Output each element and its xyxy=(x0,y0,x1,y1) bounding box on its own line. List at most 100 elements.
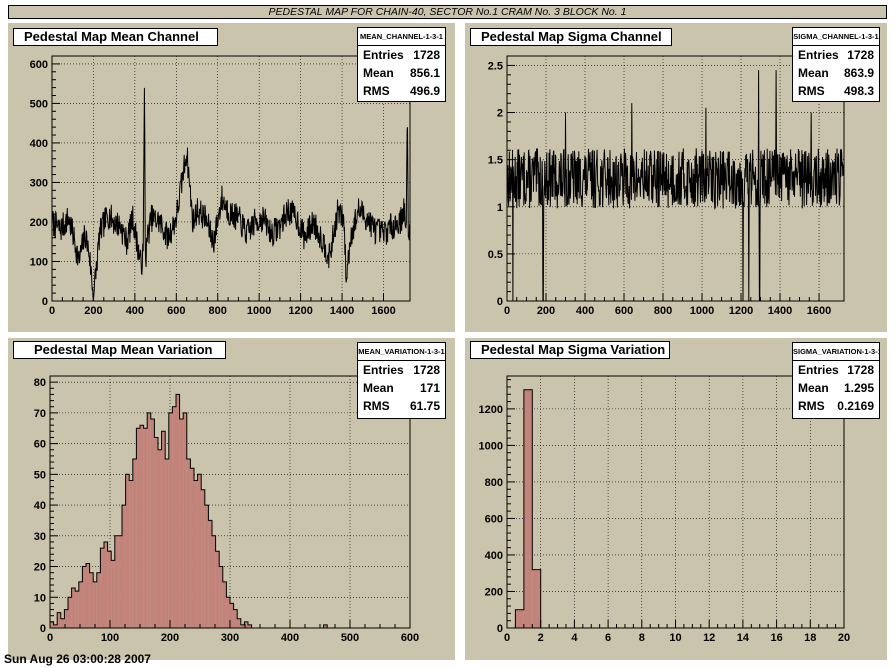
histogram-bar xyxy=(129,480,133,628)
x-tick-label: 600 xyxy=(167,305,185,317)
plot-mean-channel: 0 200 400 600 800 1000 1200 1400 1600 0 100 200 300 4… xyxy=(30,55,411,317)
histogram-bar xyxy=(215,551,220,628)
stats-mean-value: 171 xyxy=(419,381,440,395)
histogram-bar xyxy=(179,419,184,628)
stats-name: SIGMA_VARIATION-1-3-1 xyxy=(793,343,879,361)
x-tick-label: 800 xyxy=(654,305,672,317)
histogram-bar xyxy=(57,612,61,628)
x-tick-label: 1600 xyxy=(807,305,831,317)
x-tick-label: 1400 xyxy=(330,305,354,317)
y-tick-label: 1200 xyxy=(479,404,503,416)
x-tick-label: 6 xyxy=(605,632,611,644)
x-tick-label: 200 xyxy=(161,632,179,644)
y-tick-label: 60 xyxy=(34,439,46,451)
x-tick-label: 400 xyxy=(126,305,144,317)
histogram-bar xyxy=(165,458,169,628)
y-tick-label: 100 xyxy=(30,256,48,268)
x-tick-label: 8 xyxy=(639,632,645,644)
x-tick-label: 400 xyxy=(576,305,594,317)
histogram-bar xyxy=(143,428,148,628)
y-tick-label: 0.5 xyxy=(488,249,503,261)
y-tick-label: 30 xyxy=(34,531,46,543)
histogram-bar xyxy=(208,520,212,628)
pad-mean-variation: 0 100 200 300 400 500 600 0 10 20 30 40 50 60 70 80 Ped… xyxy=(8,338,455,660)
y-tick-label: 0 xyxy=(497,296,503,308)
histogram-bar xyxy=(323,624,328,628)
y-tick-label: 0 xyxy=(42,296,48,308)
histogram-bar xyxy=(86,563,90,628)
histogram-bar xyxy=(197,474,202,628)
histogram-bar xyxy=(154,437,158,628)
plot-frame xyxy=(51,55,411,302)
stats-mean-value: 856.1 xyxy=(409,66,440,80)
y-tick-label: 50 xyxy=(34,469,46,481)
histogram-bar xyxy=(201,489,205,628)
stats-box: MEAN_CHANNEL-1-3-1 Entries 1728 Mean 856.1… xyxy=(357,27,446,102)
histogram-bar xyxy=(532,569,541,628)
histogram-bar xyxy=(71,588,76,628)
x-tick-label: 16 xyxy=(770,632,782,644)
stats-mean-value: 863.9 xyxy=(843,66,874,80)
x-tick-label: 0 xyxy=(504,305,510,317)
stats-box: MEAN_VARIATION-1-3-1 Entries 1728 Mean 171… xyxy=(357,342,446,419)
x-tick-label: 20 xyxy=(838,632,850,644)
x-tick-label: 200 xyxy=(537,305,555,317)
x-tick-label: 600 xyxy=(615,305,633,317)
canvas-title: PEDESTAL MAP FOR CHAIN-40, SECTOR No.1 C… xyxy=(8,5,887,19)
y-tick-label: 200 xyxy=(30,217,48,229)
histogram-bar xyxy=(158,449,162,628)
histogram-bar xyxy=(226,597,230,628)
x-tick-label: 2 xyxy=(538,632,544,644)
stats-name: SIGMA_CHANNEL-1-3-1 xyxy=(793,28,879,46)
histogram-bar xyxy=(118,535,122,628)
histogram-bar xyxy=(212,535,216,628)
histogram-bar xyxy=(89,572,94,628)
histogram-bar xyxy=(172,406,176,628)
histogram-bar xyxy=(60,618,65,628)
stats-mean-label: Mean xyxy=(798,66,829,80)
stats-mean-label: Mean xyxy=(363,66,394,80)
pad-sigma-channel: 0 200 400 600 800 1000 1200 1400 1600 0 0.5 1 1.5 2 2.… xyxy=(465,23,887,332)
x-tick-label: 14 xyxy=(737,632,750,644)
series-sigma-channel xyxy=(506,70,845,302)
x-tick-label: 400 xyxy=(281,632,299,644)
y-tick-label: 80 xyxy=(34,377,46,389)
stats-name: MEAN_VARIATION-1-3-1 xyxy=(358,343,445,361)
x-tick-label: 1600 xyxy=(371,305,395,317)
histogram-bar xyxy=(230,603,234,628)
stats-box: SIGMA_CHANNEL-1-3-1 Entries 1728 Mean 863.… xyxy=(792,27,880,102)
footer-timestamp: Sun Aug 26 03:00:28 2007 xyxy=(4,652,151,666)
pad-sigma-variation: 0 2 4 6 8 10 12 14 16 18 20 0 200 400 600 800 1000 1200 P… xyxy=(465,338,887,660)
stats-entries-value: 1728 xyxy=(847,363,874,377)
stats-entries-value: 1728 xyxy=(847,48,874,62)
stats-rms-label: RMS xyxy=(798,399,825,413)
stats-rms-value: 498.3 xyxy=(843,84,874,98)
histogram-bar xyxy=(78,581,83,628)
histogram-bar xyxy=(75,591,79,628)
y-tick-label: 400 xyxy=(30,138,48,150)
histogram-bar xyxy=(222,581,227,628)
y-tick-label: 600 xyxy=(485,513,503,525)
histogram-bar xyxy=(183,412,187,628)
y-tick-label: 1 xyxy=(497,202,503,214)
x-tick-label: 600 xyxy=(401,632,419,644)
histogram-bar xyxy=(100,548,104,628)
histogram-bar xyxy=(125,474,130,628)
histogram-bar xyxy=(168,412,173,628)
plot-title: Pedestal Map Mean Channel xyxy=(13,28,218,46)
y-tick-label: 400 xyxy=(485,550,503,562)
histogram-bar xyxy=(136,428,140,628)
stats-rms-value: 496.9 xyxy=(409,84,440,98)
histogram-bar xyxy=(147,412,151,628)
y-tick-label: 600 xyxy=(30,59,48,71)
histogram-bar xyxy=(240,624,245,628)
histogram-bar xyxy=(132,458,137,628)
histogram-bar xyxy=(96,572,101,628)
stats-rms-value: 0.2169 xyxy=(837,399,874,413)
plot-mean-variation: 0 100 200 300 400 500 600 0 10 20 30 40 50 60 70 80 xyxy=(34,375,419,644)
histogram-bar xyxy=(176,394,180,628)
stats-mean-label: Mean xyxy=(363,381,394,395)
x-tick-label: 800 xyxy=(209,305,227,317)
y-tick-label: 500 xyxy=(30,98,48,110)
